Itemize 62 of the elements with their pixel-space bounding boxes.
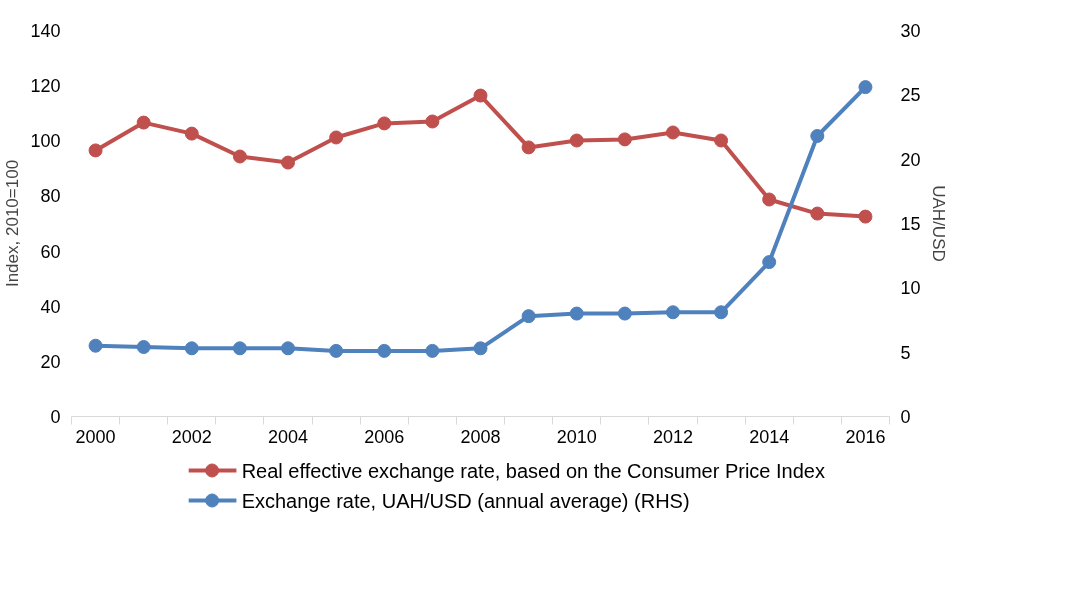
point	[88, 143, 103, 158]
point	[521, 140, 536, 155]
point	[425, 343, 440, 358]
y2-tick-label: 20	[900, 149, 921, 170]
point	[665, 305, 680, 320]
point	[762, 255, 777, 270]
x-tick-label: 2008	[460, 426, 501, 447]
x-tick-label: 2004	[268, 426, 309, 447]
x-tick-label: 2012	[652, 426, 693, 447]
point	[714, 305, 729, 320]
point	[569, 133, 584, 148]
point	[665, 125, 680, 140]
y-axis-title: Index, 2010=100	[3, 159, 23, 288]
point	[762, 192, 777, 207]
y-tick-label: 120	[30, 76, 61, 97]
y2-tick-label: 25	[900, 85, 921, 106]
y2-tick-label: 15	[900, 214, 921, 234]
point	[281, 155, 296, 170]
point	[232, 149, 247, 164]
y2-tick-label: 0	[900, 407, 911, 427]
y2-tick-label: 10	[900, 278, 921, 299]
x-tick-label: 2000	[75, 426, 116, 447]
legend-label: Real effective exchange rate, based on the Consumer Price Index	[241, 459, 825, 482]
point	[569, 306, 584, 321]
point	[184, 126, 199, 141]
point	[136, 115, 151, 130]
point	[88, 338, 103, 353]
y-tick-label: 140	[30, 21, 61, 41]
point	[425, 114, 440, 129]
y-tick-label: 100	[30, 131, 61, 152]
point	[521, 309, 536, 324]
x-tick-label: 2002	[171, 426, 212, 447]
point	[136, 340, 151, 355]
point	[617, 306, 632, 321]
y-tick-label: 80	[40, 186, 61, 207]
x-tick-label: 2014	[749, 426, 790, 447]
point	[810, 206, 825, 221]
y-tick-label: 20	[40, 351, 61, 372]
point	[617, 132, 632, 147]
legend-label: Exchange rate, UAH/USD (annual average) (RHS)	[241, 489, 690, 512]
x-tick-label: 2010	[556, 426, 597, 447]
point	[714, 133, 729, 148]
point	[329, 343, 344, 358]
point	[281, 341, 296, 356]
point	[184, 341, 199, 356]
point	[377, 343, 392, 358]
point	[810, 129, 825, 143]
y2-tick-label: 30	[900, 21, 921, 41]
y-tick-label: 60	[40, 241, 61, 262]
y-tick-label: 40	[40, 296, 61, 317]
point	[232, 341, 247, 356]
y-tick-label: 0	[50, 407, 61, 427]
point	[329, 130, 344, 145]
point	[473, 88, 488, 103]
point	[858, 80, 873, 95]
point	[858, 209, 873, 224]
point	[473, 341, 488, 356]
point	[377, 116, 392, 131]
y2-axis-title: UAH/USD	[928, 185, 948, 262]
y2-tick-label: 5	[900, 342, 911, 363]
x-tick-label: 2016	[845, 426, 886, 447]
x-tick-label: 2006	[364, 426, 405, 447]
